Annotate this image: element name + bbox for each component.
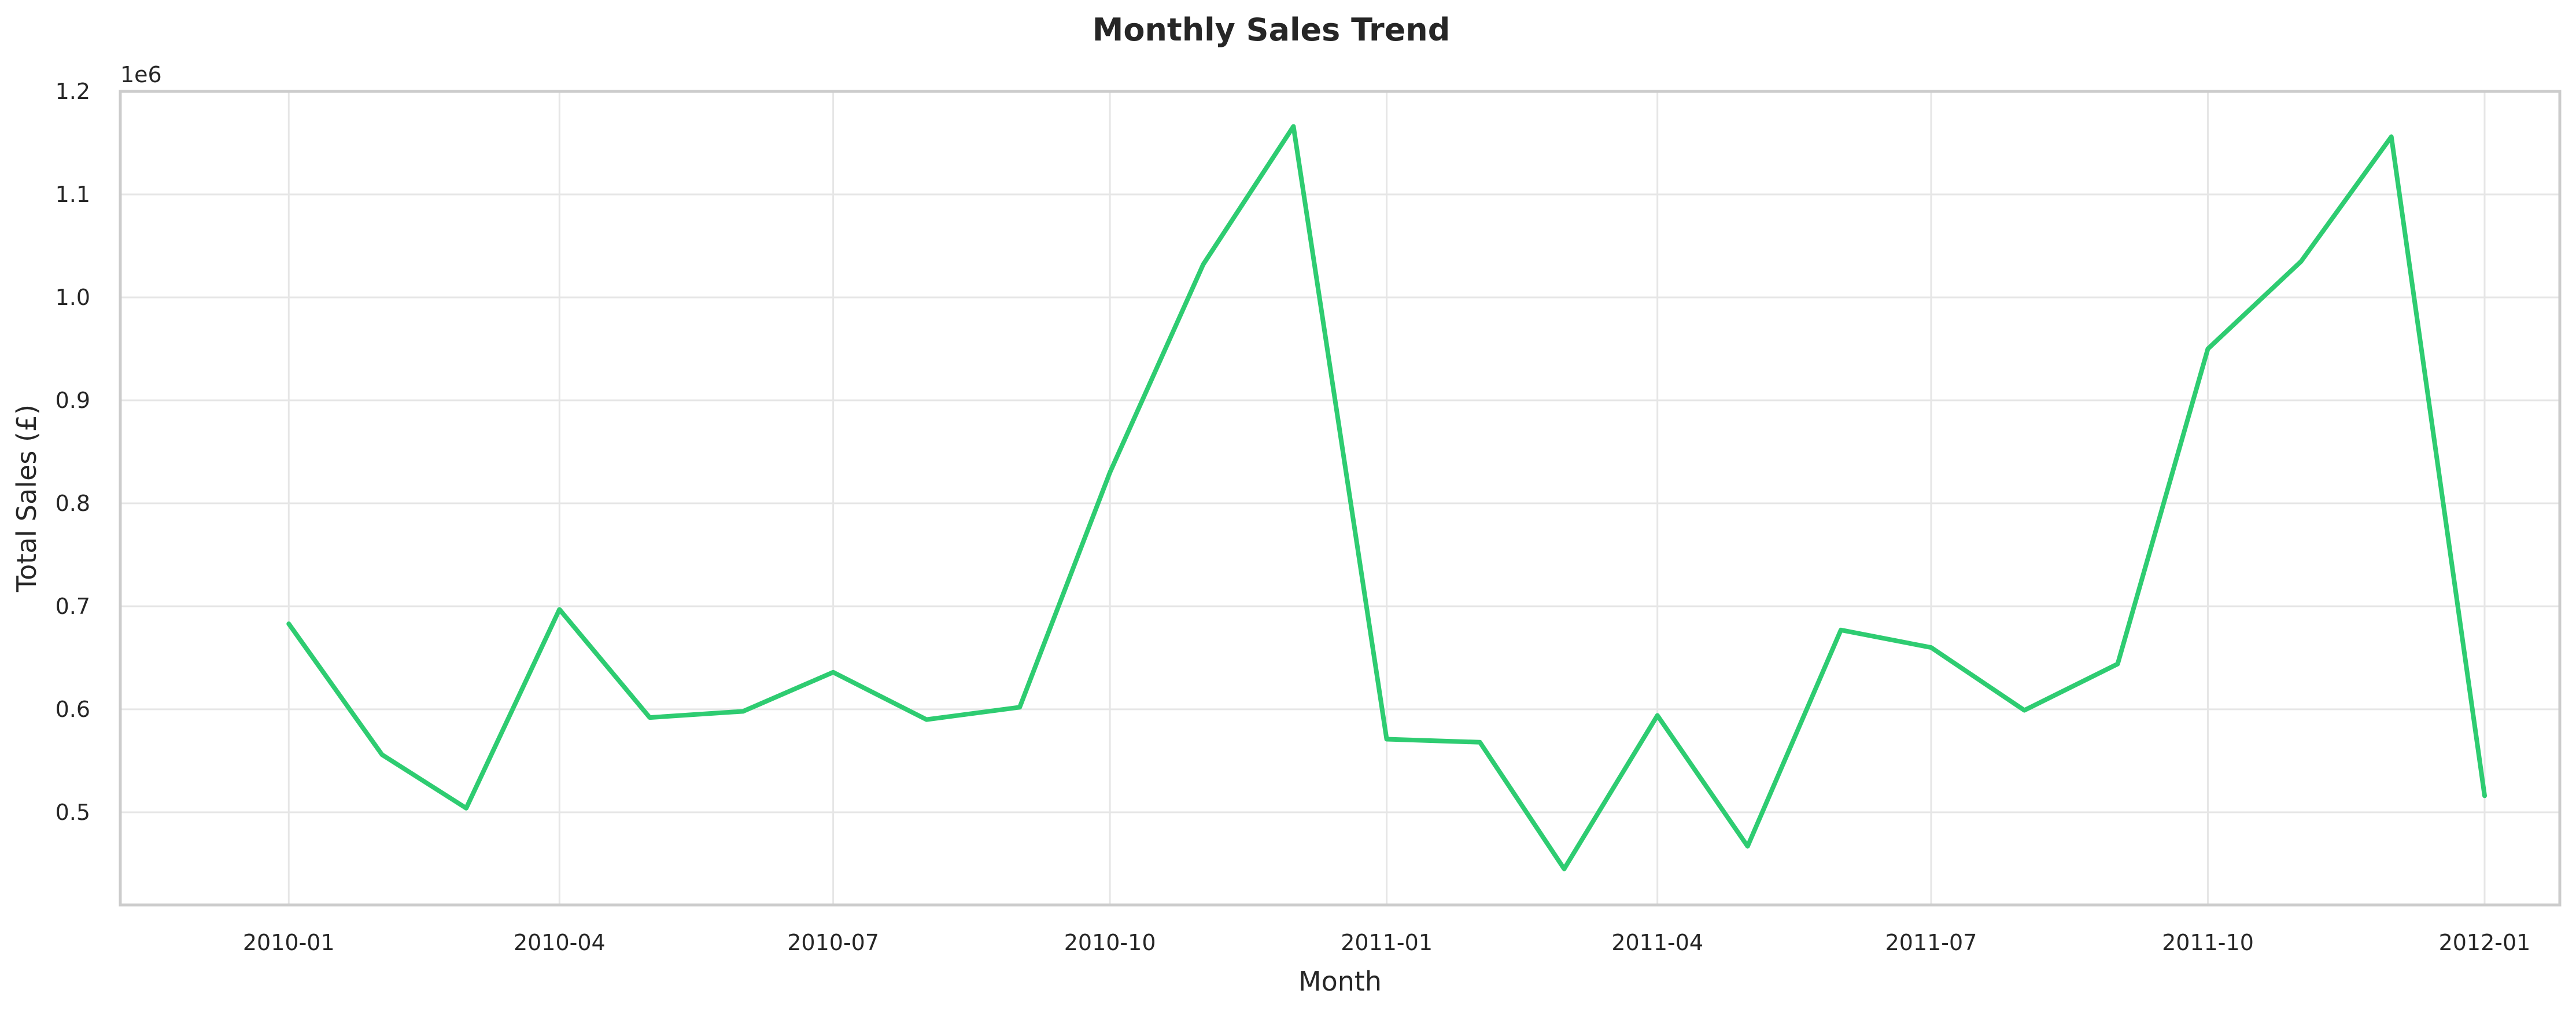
chart-title: Monthly Sales Trend	[1093, 12, 1451, 48]
x-tick-label: 2011-04	[1611, 930, 1703, 955]
tick-layer: 2010-01 2010-04 2010-07 2010-10 2011-01 2011-…	[56, 79, 2531, 955]
x-tick-label: 2010-07	[787, 930, 879, 955]
x-tick-label: 2011-07	[1885, 930, 1977, 955]
series-layer	[286, 124, 2487, 871]
y-tick-label: 1.2	[56, 79, 90, 104]
y-tick-label: 1.0	[56, 285, 90, 310]
y-tick-label: 0.8	[56, 491, 90, 516]
x-tick-label: 2011-01	[1341, 930, 1433, 955]
x-tick-label: 2012-01	[2439, 930, 2531, 955]
x-tick-label: 2010-01	[243, 930, 335, 955]
x-tick-label: 2010-04	[514, 930, 606, 955]
grid-layer	[120, 90, 2560, 905]
x-tick-label: 2010-10	[1064, 930, 1156, 955]
y-tick-label: 0.5	[56, 800, 90, 825]
x-axis-label: Month	[1298, 966, 1382, 997]
y-tick-label: 0.9	[56, 388, 90, 413]
y-offset-label: 1e6	[120, 62, 162, 87]
y-axis-label: Total Sales (£)	[11, 404, 42, 593]
plot-frame	[119, 90, 2562, 907]
y-tick-label: 0.7	[56, 594, 90, 619]
y-tick-label: 0.6	[56, 697, 90, 722]
y-tick-label: 1.1	[56, 182, 90, 207]
x-tick-label: 2011-10	[2162, 930, 2254, 955]
